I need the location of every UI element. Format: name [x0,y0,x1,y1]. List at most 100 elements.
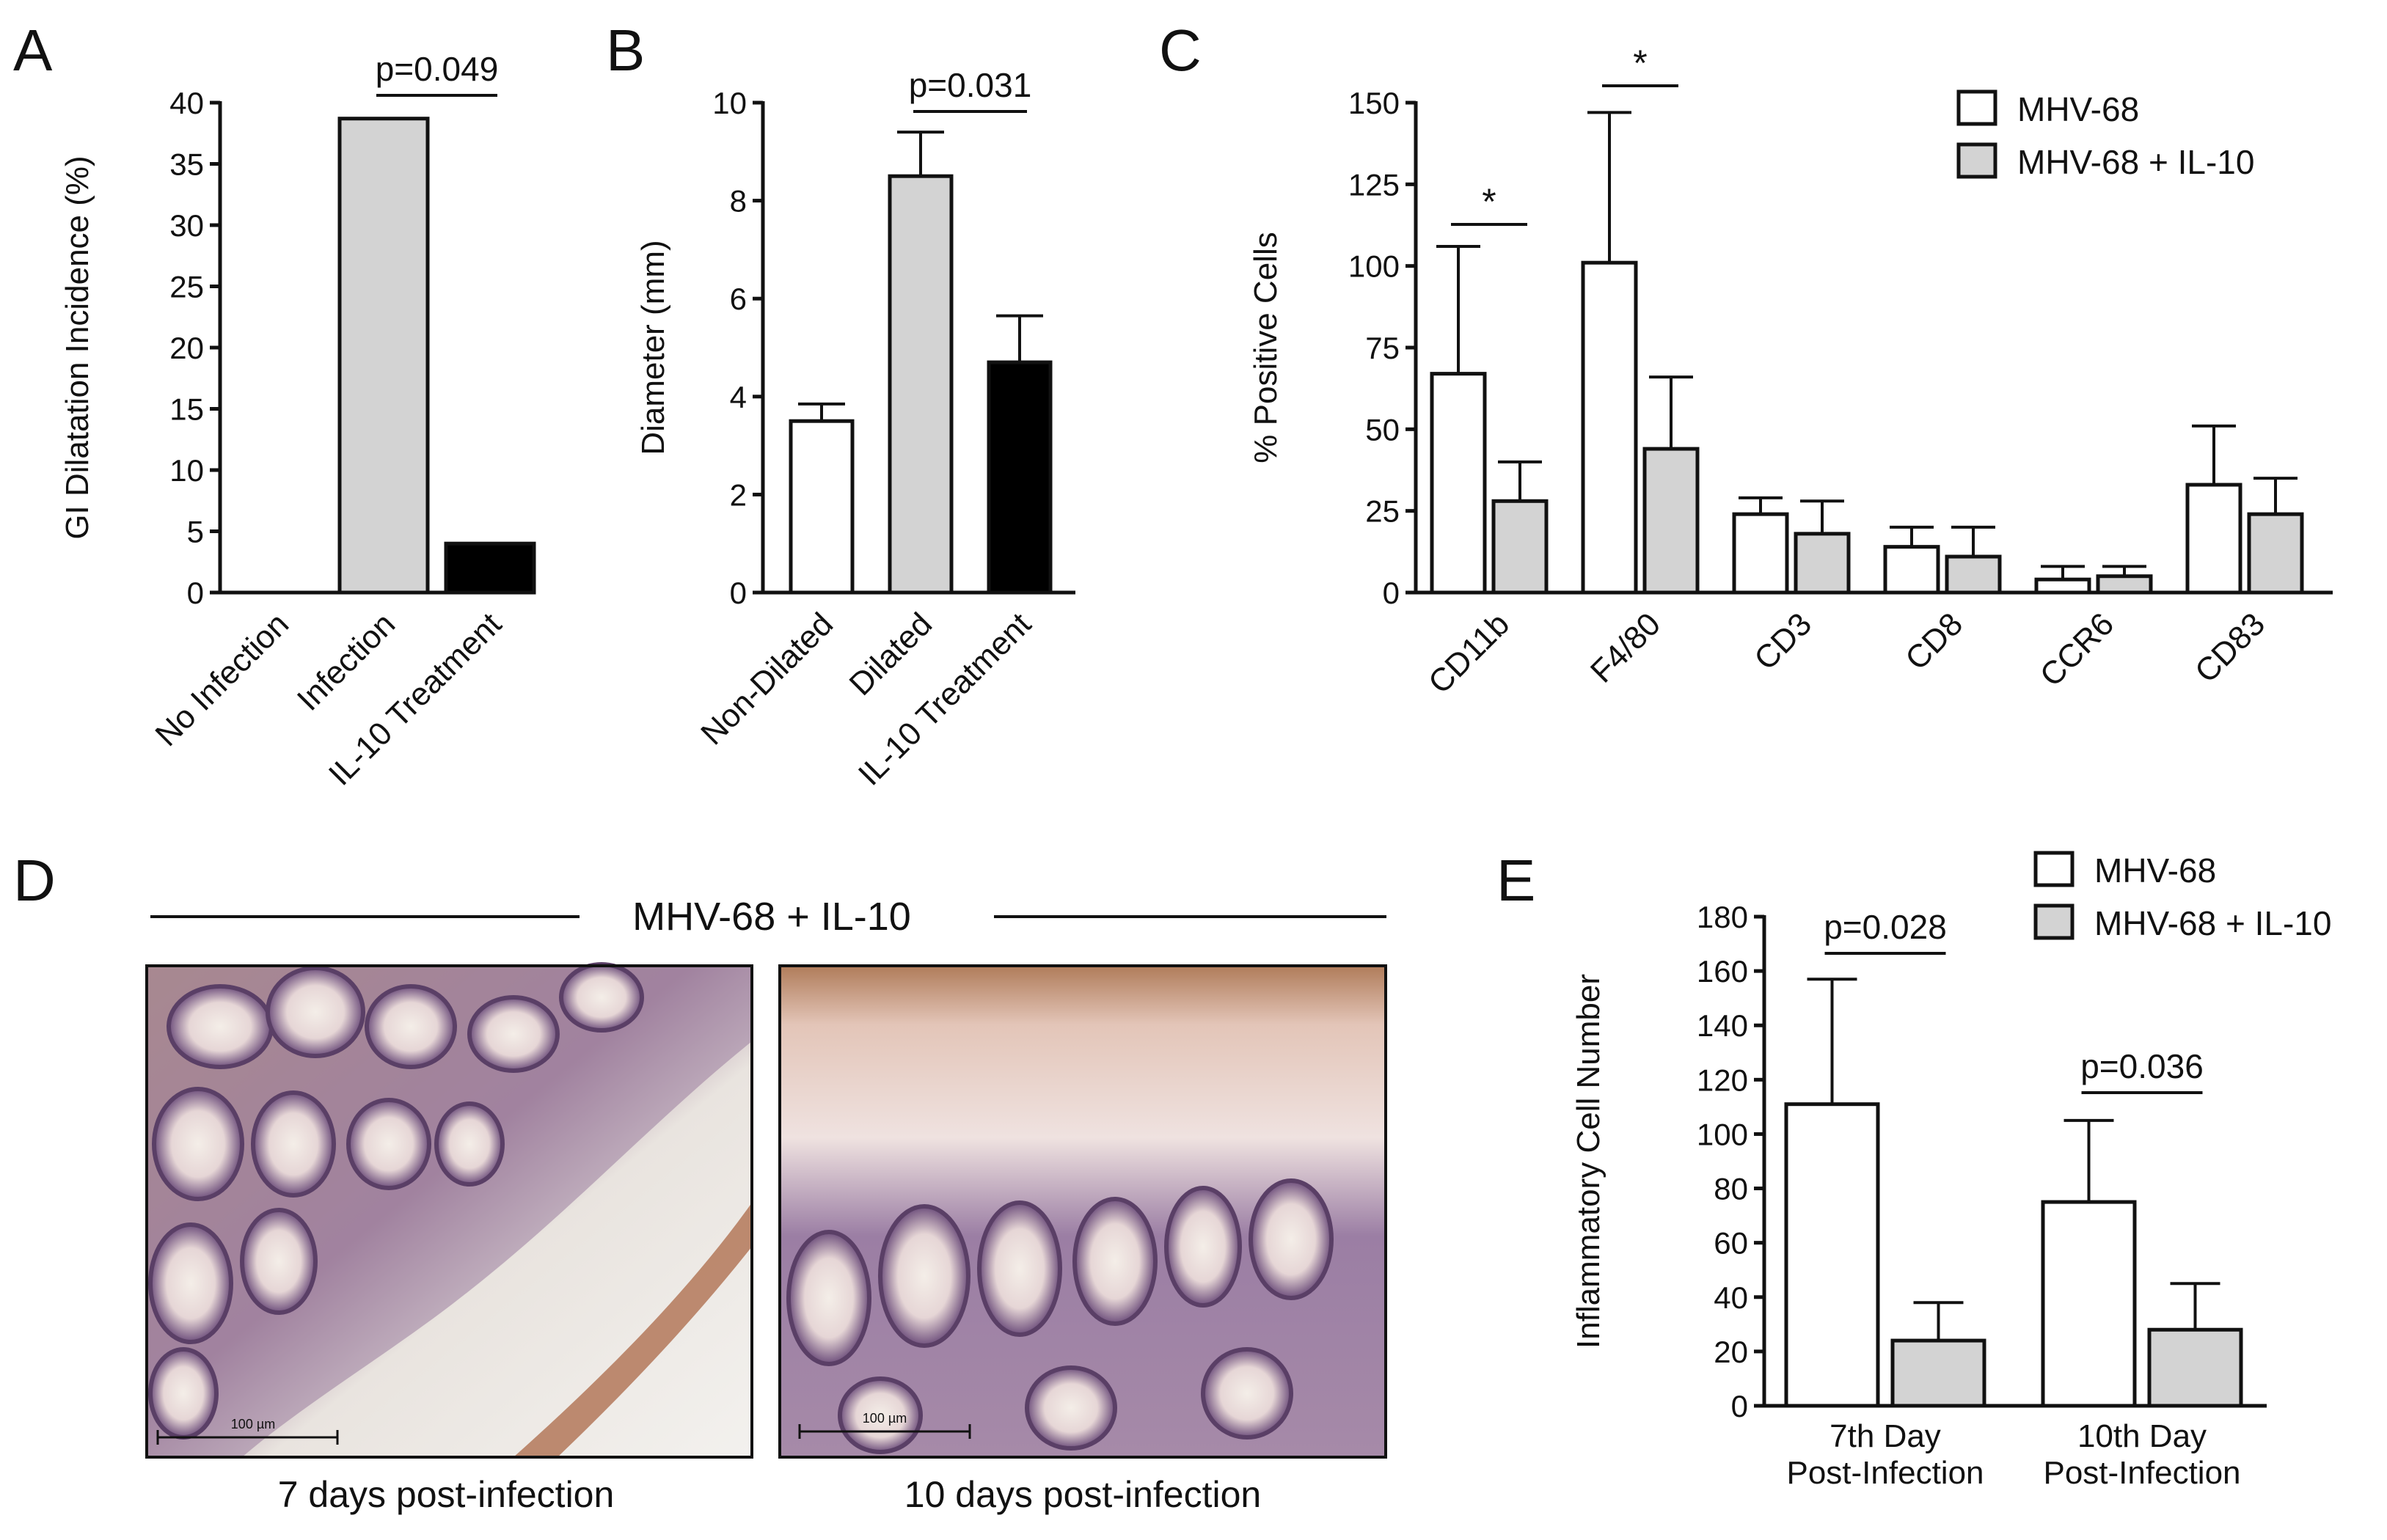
p-value-label: p=0.049 [376,50,499,88]
bar-dilated [888,174,954,595]
y-axis-label: GI Dilatation Incidence (%) [59,155,95,539]
y-tick-label: 125 [1348,167,1400,202]
legend-swatch-mhv-68-il-10 [2033,903,2075,940]
panel-d-banner: MHV-68 + IL-10 [150,895,1386,939]
bar-f4-80-mhv-68 [1581,260,1638,595]
y-tick-label: 30 [169,208,204,243]
y-tick-label: 0 [187,576,204,610]
bar-cd11b-mhv-68 [1430,372,1487,595]
y-tick-label: 160 [1697,954,1748,989]
legend-swatch-mhv-68 [1956,89,1997,126]
bar-cd83-mhv-68-il-10 [2247,512,2304,595]
legend-label-mhv-68-il-10: MHV-68 + IL-10 [2094,904,2331,942]
y-tick-label: 0 [1383,576,1400,610]
bar-cd8-mhv-68-il-10 [1945,554,2002,595]
panel-letter-a: A [13,18,53,83]
y-tick-label: 80 [1714,1172,1748,1206]
panel-letter-e: E [1496,848,1535,913]
gland-cluster-10-days [786,1178,1334,1454]
y-tick-label: 0 [730,576,747,610]
y-tick-label: 150 [1348,86,1400,120]
y-axis-label: % Positive Cells [1248,232,1284,463]
scale-bar-label-10-days: 100 µm [863,1411,907,1426]
category-label-line: Post-Infection [1786,1455,1984,1491]
bar-il-10-treatment [987,360,1053,595]
y-tick-label: 60 [1714,1226,1748,1261]
y-tick-label: 50 [1365,412,1400,447]
scale-bar-label-7-days: 100 µm [231,1417,275,1431]
y-axis-label: Inflammatory Cell Number [1571,974,1606,1349]
scale-bar-10-days: 100 µm [798,1411,971,1439]
bar-cd8-mhv-68 [1883,545,1940,595]
category-label-il-10-treatment: IL-10 Treatment [852,606,1038,792]
bar-cd83-mhv-68 [2185,483,2242,595]
banner-label: MHV-68 + IL-10 [632,895,911,939]
category-label-dilated: Dilated [843,606,939,702]
p-value-label: p=0.036 [2080,1047,2204,1085]
bar-il-10-treatment [444,541,536,595]
bar-10th-day-mhv-68-il-10 [2147,1327,2243,1408]
bar-non-dilated [789,419,855,595]
y-tick-label: 180 [1697,900,1748,934]
caption-7-days: 7 days post-infection [278,1474,615,1515]
y-tick-label: 10 [169,453,204,488]
y-tick-label: 20 [1714,1335,1748,1369]
legend-swatch-mhv-68-il-10 [1956,142,1997,179]
chart-e-inflammatory-cells: 0 20 40 60 80 100 120 140 160 180 Inflammatory Cel… [1571,851,2331,1491]
bar-ccr6-mhv-68-il-10 [2096,574,2153,595]
significance-star: * [1633,43,1647,84]
legend-label-mhv-68: MHV-68 [2094,851,2216,890]
y-tick-label: 6 [730,282,747,316]
y-tick-label: 8 [730,184,747,219]
panel-letter-d: D [13,848,56,913]
bar-cd3-mhv-68-il-10 [1794,532,1851,595]
chart-a-gi-dilatation: 0 5 10 15 20 25 30 35 40 GI Dilatation Incidence … [59,50,536,793]
scale-bar-7-days: 100 µm [156,1417,339,1445]
y-tick-label: 25 [1365,494,1400,529]
legend-swatch-mhv-68 [2033,851,2075,887]
micrograph-10-days: 100 µm [778,964,1387,1459]
category-label-cd3: CD3 [1747,606,1818,677]
y-tick-label: 15 [169,392,204,427]
p-value-label: p=0.028 [1824,908,1947,946]
category-label-cd83: CD83 [2188,606,2272,689]
category-label-line: Post-Infection [2043,1455,2240,1491]
y-tick-label: 4 [730,380,747,414]
category-label-infection: Infection [290,606,402,717]
legend-label-mhv-68: MHV-68 [2017,90,2139,128]
micrograph-7-days: 100 µm [145,962,753,1459]
y-tick-label: 35 [169,147,204,182]
bar-cd11b-mhv-68-il-10 [1491,499,1549,595]
y-tick-label: 40 [169,86,204,120]
y-axis-label: Diameter (mm) [635,240,671,455]
category-label-f4-80: F4/80 [1584,606,1667,689]
bar-7th-day-mhv-68 [1784,1102,1880,1408]
panel-letter-b: B [606,18,645,83]
bar-cd3-mhv-68 [1732,512,1789,595]
legend-label-mhv-68-il-10: MHV-68 + IL-10 [2017,143,2254,181]
y-tick-label: 100 [1348,249,1400,284]
y-tick-label: 75 [1365,331,1400,365]
bar-infection [337,117,430,595]
y-tick-label: 120 [1697,1063,1748,1097]
chart-c-positive-cells: 0 25 50 75 100 125 150 % Positive Cells CD11b F4/… [1248,43,2333,701]
chart-b-diameter: 0 2 4 6 8 10 Diameter (mm) Non-Dilated DilatedIL… [635,66,1075,793]
y-tick-label: 5 [187,515,204,549]
y-tick-label: 10 [712,86,747,120]
caption-10-days: 10 days post-infection [904,1474,1261,1515]
panel-letter-c: C [1159,18,1202,83]
y-tick-label: 40 [1714,1280,1748,1315]
p-value-label: p=0.031 [909,66,1032,104]
y-tick-label: 0 [1731,1389,1748,1423]
category-label-cd11b: CD11b [1422,606,1516,700]
y-tick-label: 100 [1697,1117,1748,1151]
y-tick-label: 2 [730,477,747,512]
y-tick-label: 25 [169,270,204,304]
category-label-line: 10th Day [2077,1418,2207,1454]
category-label-non-dilated: Non-Dilated [694,606,840,752]
category-label-cd8: CD8 [1898,606,1970,677]
significance-star: * [1482,181,1496,222]
gland-cluster-7-days [148,962,644,1440]
bar-7th-day-mhv-68-il-10 [1890,1338,1986,1408]
